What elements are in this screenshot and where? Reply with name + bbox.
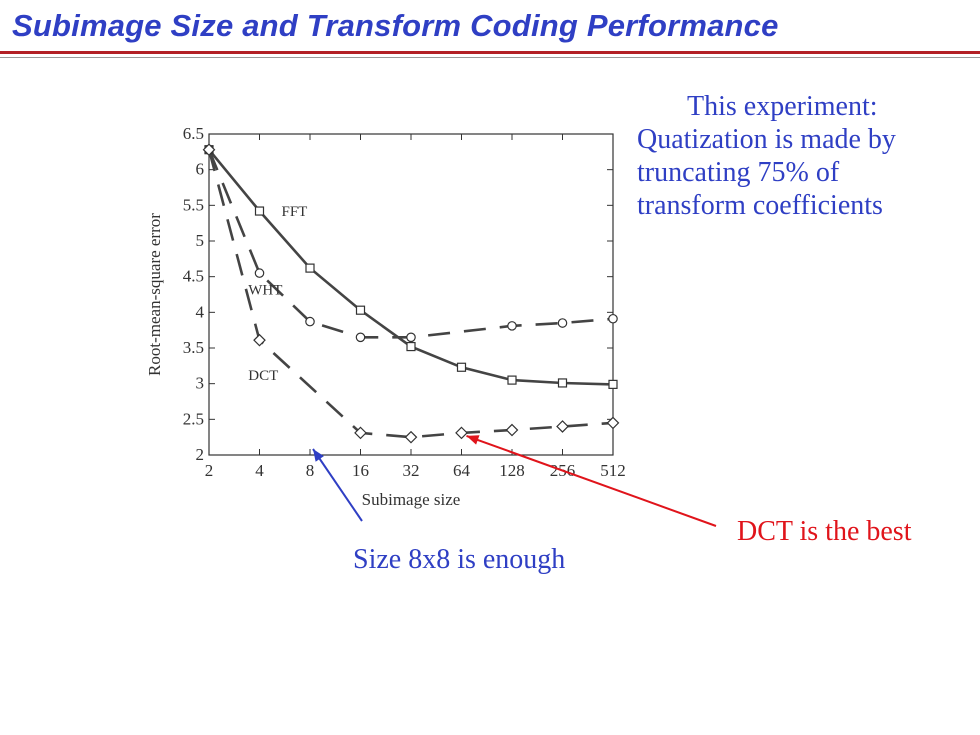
note-line: truncating 75% of	[637, 157, 840, 188]
wht-point	[557, 318, 568, 328]
wht-point	[355, 332, 366, 343]
x-tick-label: 8	[306, 461, 315, 480]
size-8x8-arrow-line	[312, 448, 363, 522]
x-axis-label: Subimage size	[362, 490, 461, 509]
dct-best-callout: DCT is the best	[737, 516, 912, 547]
note-line: This experiment:	[687, 91, 878, 122]
dct-point	[606, 416, 620, 430]
slide-title: Subimage Size and Transform Coding Perfo…	[12, 8, 779, 43]
fft-point	[456, 362, 467, 372]
dct-point	[404, 430, 418, 444]
y-tick-label: 2.5	[183, 409, 204, 428]
fft-point	[608, 379, 618, 389]
note-line: Quatization is made by	[637, 124, 896, 155]
y-tick-label: 4.5	[183, 267, 204, 286]
x-tick-label: 4	[255, 461, 264, 480]
y-tick-label: 6.5	[183, 124, 204, 143]
series-label-fft: FFT	[282, 204, 308, 220]
wht-point	[406, 332, 416, 343]
y-tick-label: 4	[196, 302, 205, 321]
fft-point	[406, 341, 416, 352]
size-8x8-callout: Size 8x8 is enough	[353, 544, 566, 575]
y-tick-label: 5.5	[183, 195, 204, 214]
x-tick-label: 2	[205, 461, 214, 480]
dct-best-arrow-line	[466, 434, 717, 527]
wht-point	[608, 313, 618, 324]
fft-point	[355, 305, 366, 315]
size-8x8-arrow-head	[313, 449, 324, 462]
y-tick-label: 5	[196, 231, 205, 250]
x-tick-label: 16	[352, 461, 369, 480]
fft-point	[254, 206, 265, 216]
dct-point	[556, 420, 569, 433]
x-tick-label: 64	[453, 461, 471, 480]
dct-point	[354, 426, 367, 440]
note-line: transform coefficients	[637, 190, 883, 221]
y-tick-label: 3	[196, 374, 205, 393]
dct-point	[505, 423, 519, 437]
wht-point	[305, 316, 315, 327]
x-tick-label: 32	[403, 461, 420, 480]
series-line-wht	[207, 149, 614, 339]
y-tick-label: 3.5	[183, 338, 204, 357]
series-line-dct	[207, 149, 614, 439]
series-label-wht: WHT	[248, 283, 282, 299]
dct-point	[202, 143, 216, 157]
title-rule	[0, 51, 980, 54]
dct-point	[253, 333, 266, 347]
dct-best-arrow-head	[466, 435, 480, 445]
fft-point	[305, 263, 315, 273]
fft-point	[507, 375, 517, 385]
dct-point	[455, 426, 468, 440]
series-label-dct: DCT	[248, 368, 278, 384]
y-tick-label: 6	[196, 160, 205, 179]
wht-point	[254, 268, 265, 278]
wht-point	[507, 321, 517, 331]
y-tick-label: 2	[196, 445, 205, 464]
fft-point	[557, 378, 568, 388]
x-tick-label: 512	[600, 461, 626, 480]
x-tick-label: 128	[499, 461, 525, 480]
title-rule-shadow	[0, 57, 980, 58]
experiment-note: This experiment: Quatization is made by …	[637, 90, 957, 222]
y-axis-label: Root-mean-square error	[145, 213, 164, 376]
